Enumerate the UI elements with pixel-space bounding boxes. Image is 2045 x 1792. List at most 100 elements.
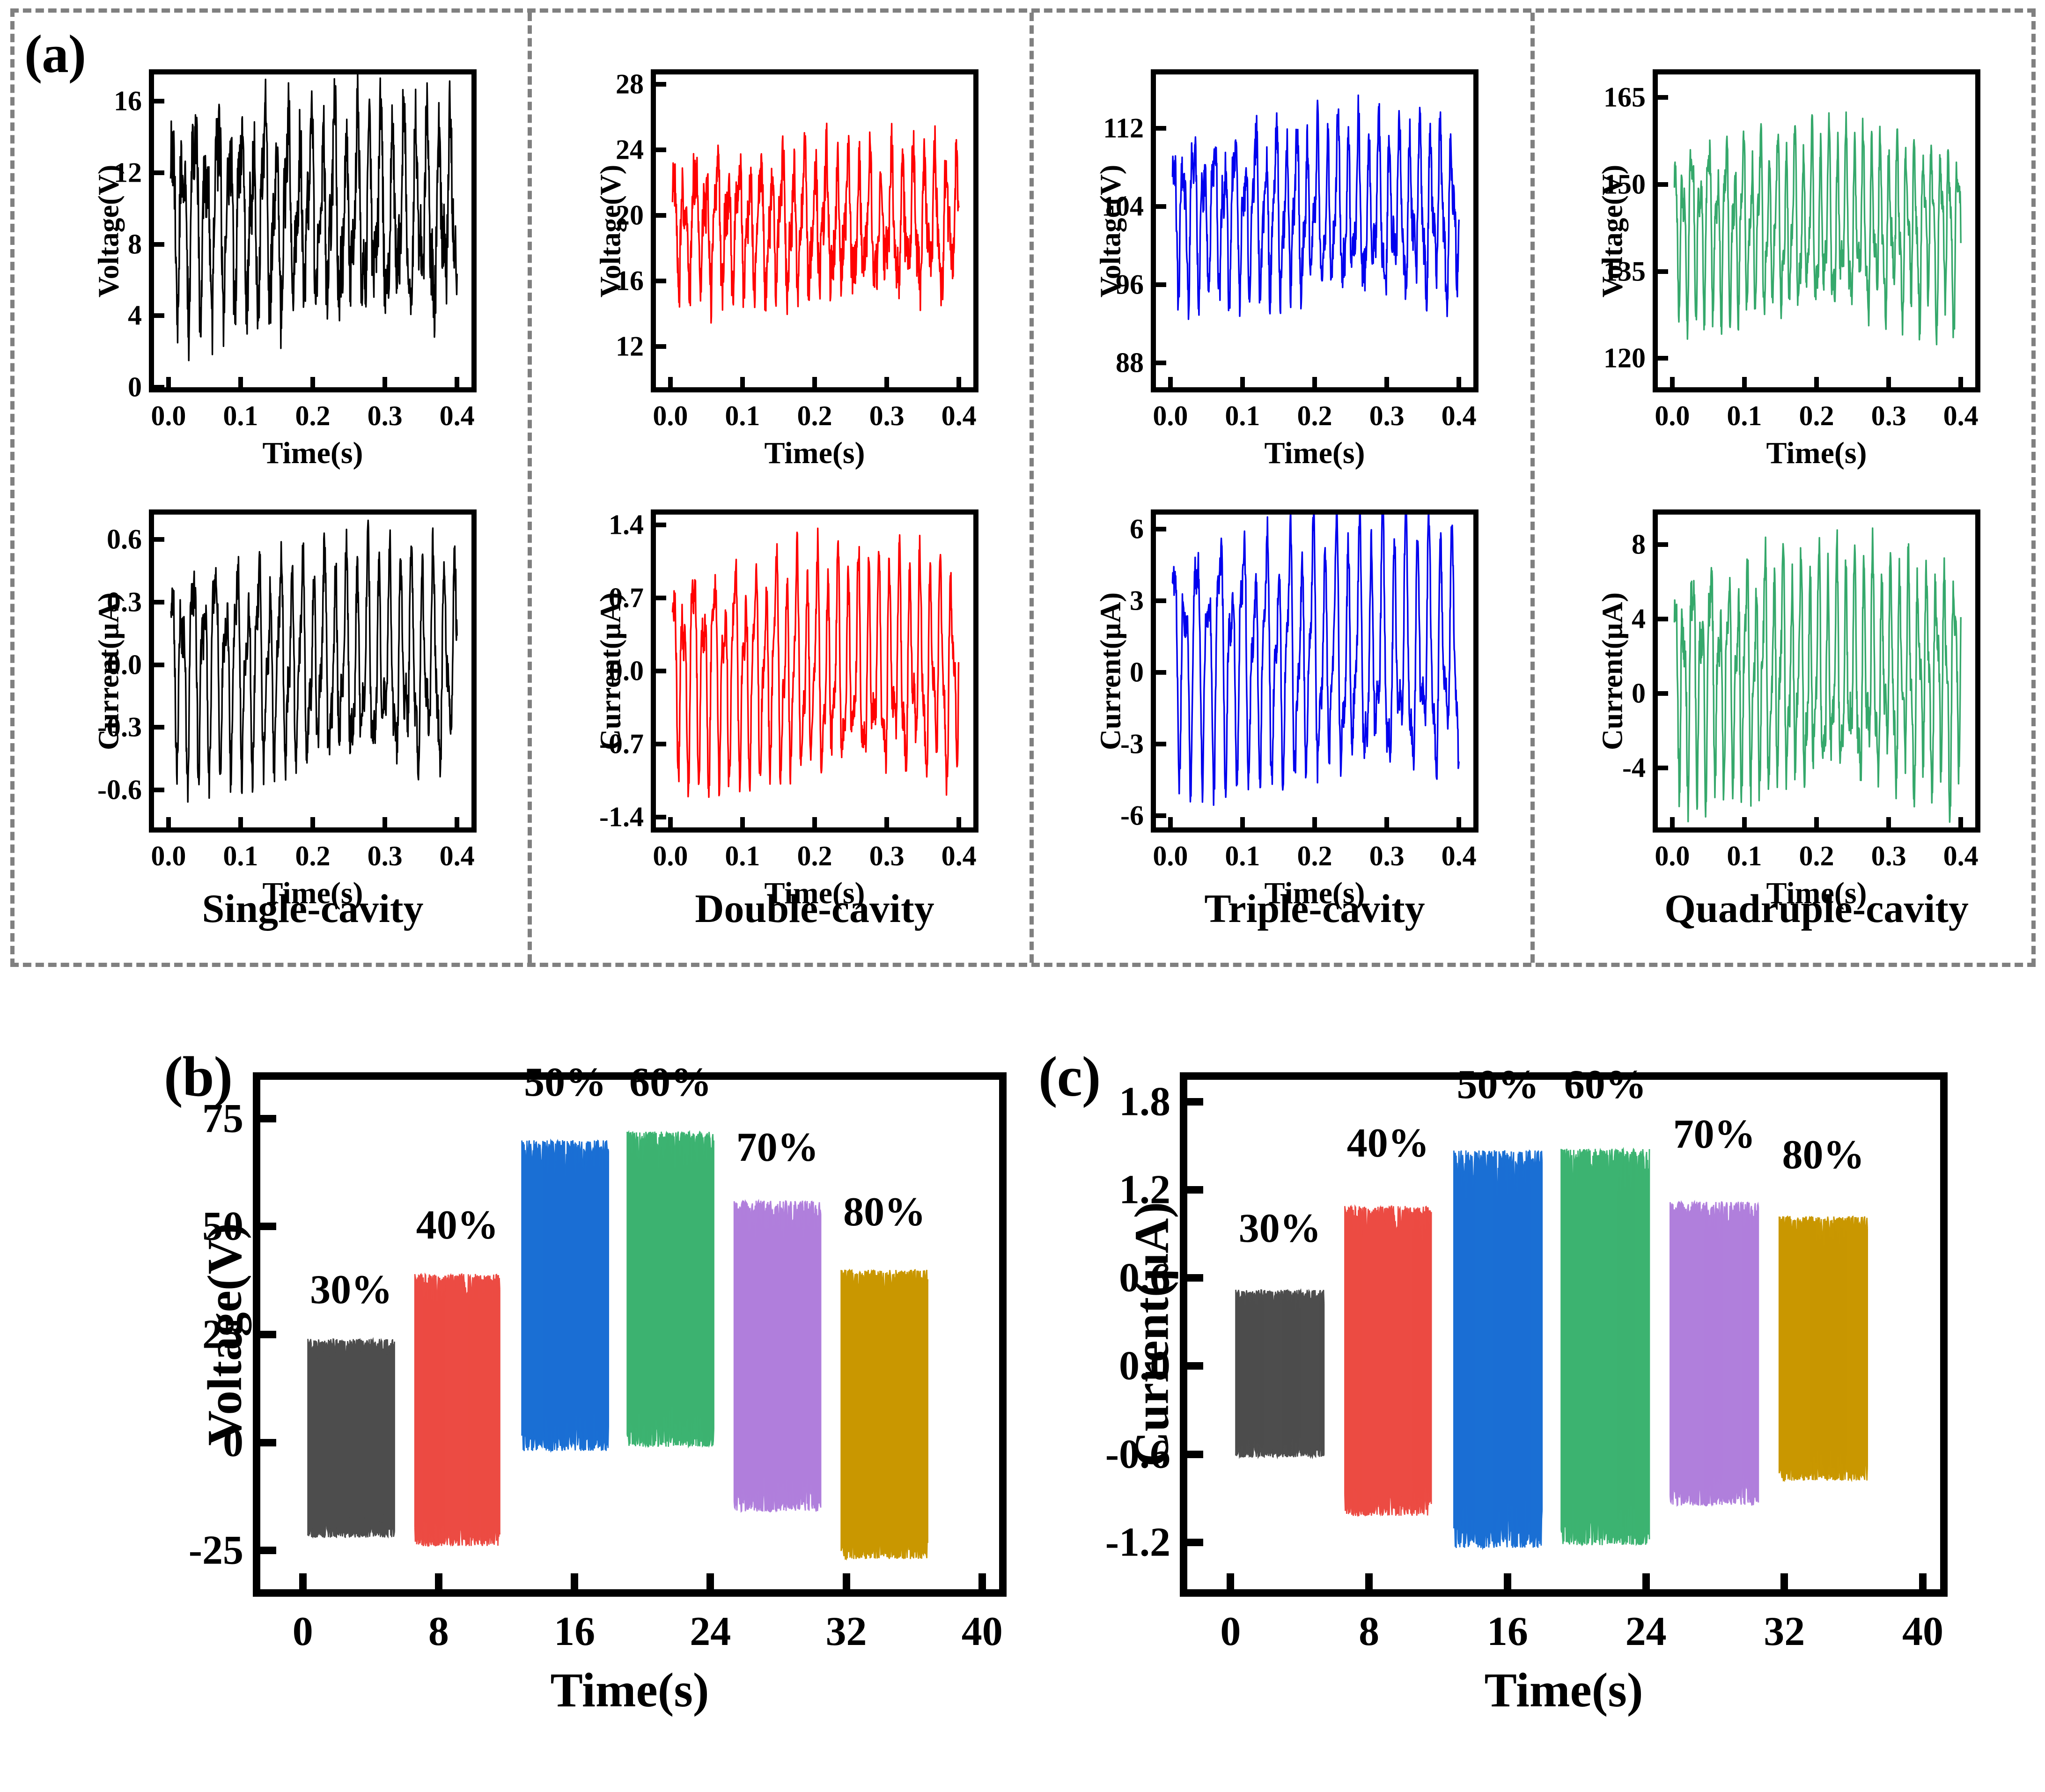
y-tick-label: 28 <box>616 68 644 100</box>
x-tick-mark <box>668 817 673 827</box>
x-tick-label: 0.4 <box>439 400 475 431</box>
y-tick-mark <box>1156 598 1166 603</box>
y-tick-mark <box>1156 670 1166 675</box>
x-tick-mark <box>842 1573 850 1589</box>
y-tick-mark <box>154 662 164 667</box>
y-tick-label: 96 <box>1116 269 1144 300</box>
x-tick-mark <box>884 377 890 387</box>
x-tick-mark <box>455 377 460 387</box>
burst-label: 30% <box>310 1267 393 1313</box>
burst-label: 70% <box>736 1124 819 1170</box>
x-tick-label: 32 <box>825 1609 867 1654</box>
y-tick-label: 25 <box>202 1312 243 1357</box>
x-tick-mark <box>812 377 817 387</box>
y-tick-label: 0.0 <box>609 655 644 686</box>
x-tick-label: 8 <box>1359 1609 1380 1654</box>
y-tick-label: 150 <box>1604 169 1646 200</box>
x-tick-label: 0.2 <box>1297 400 1332 431</box>
y-tick-mark <box>154 600 164 605</box>
x-tick-mark <box>1312 377 1317 387</box>
x-tick-mark <box>1742 817 1747 827</box>
x-axis-title: Time(s) <box>262 436 363 470</box>
y-tick-label: 16 <box>616 265 644 296</box>
x-tick-mark <box>299 1573 307 1589</box>
x-axis-title: Time(s) <box>1766 876 1867 910</box>
x-tick-label: 32 <box>1764 1609 1805 1654</box>
y-tick-label: 1.4 <box>609 509 644 540</box>
x-tick-label: 16 <box>1486 1609 1528 1654</box>
y-tick-mark <box>656 814 666 819</box>
y-tick-label: 0.3 <box>107 586 142 618</box>
x-tick-label: 0.0 <box>1655 841 1690 871</box>
x-tick-label: 0.2 <box>295 841 331 871</box>
plot-area <box>1180 1072 1948 1597</box>
x-tick-mark <box>1670 377 1675 387</box>
x-tick-label: 0.2 <box>797 400 832 431</box>
y-tick-mark <box>1658 269 1668 274</box>
y-tick-label: 112 <box>1103 112 1144 144</box>
x-tick-mark <box>706 1573 714 1589</box>
x-tick-mark <box>812 817 817 827</box>
x-axis-title: Time(s) <box>764 876 865 910</box>
x-tick-label: 0.4 <box>1943 841 1979 871</box>
panel-a-separator-3 <box>1530 13 1535 963</box>
x-tick-label: 0.3 <box>1871 400 1906 431</box>
y-tick-label: 8 <box>1632 529 1646 560</box>
x-tick-mark <box>571 1573 579 1589</box>
y-tick-label: 12 <box>114 157 142 188</box>
x-axis-title: Time(s) <box>764 436 865 470</box>
x-tick-label: 0.4 <box>941 841 977 871</box>
x-tick-label: 0.2 <box>295 400 331 431</box>
y-tick-mark <box>154 725 164 730</box>
x-tick-label: 40 <box>1902 1609 1944 1654</box>
y-tick-mark <box>1658 542 1668 547</box>
x-tick-mark <box>1457 817 1462 827</box>
x-tick-mark <box>1457 377 1462 387</box>
x-tick-mark <box>238 377 243 387</box>
x-tick-label: 0.0 <box>151 841 186 871</box>
y-tick-label: -1.2 <box>1105 1519 1170 1565</box>
panel-a-dashed-box <box>10 8 2036 967</box>
x-tick-mark <box>166 377 171 387</box>
y-tick-mark <box>656 596 666 601</box>
y-tick-mark <box>154 99 164 104</box>
x-tick-label: 0.4 <box>1441 841 1477 871</box>
y-tick-label: 12 <box>616 331 644 362</box>
x-tick-label: 0.4 <box>439 841 475 871</box>
y-tick-label: 88 <box>1116 347 1144 378</box>
x-tick-mark <box>238 817 243 827</box>
y-tick-mark <box>154 385 164 390</box>
x-tick-mark <box>956 817 962 827</box>
x-tick-mark <box>1814 817 1819 827</box>
y-tick-label: 8 <box>128 229 142 260</box>
x-tick-label: 0.1 <box>725 400 760 431</box>
x-tick-mark <box>1384 817 1390 827</box>
x-tick-label: 0.0 <box>1153 841 1188 871</box>
x-tick-mark <box>310 817 315 827</box>
x-tick-mark <box>310 377 315 387</box>
y-tick-label: 16 <box>114 85 142 117</box>
y-tick-label: -0.6 <box>97 774 142 805</box>
y-tick-label: 1.8 <box>1119 1079 1170 1125</box>
y-tick-mark <box>1187 1186 1203 1194</box>
y-tick-label: 20 <box>616 199 644 231</box>
x-tick-label: 0.3 <box>367 400 403 431</box>
y-tick-label: 75 <box>202 1096 243 1142</box>
x-tick-label: 0.0 <box>1655 400 1690 431</box>
burst-label: 60% <box>1564 1062 1647 1107</box>
x-tick-mark <box>455 817 460 827</box>
y-tick-mark <box>260 1331 276 1338</box>
x-tick-mark <box>1642 1573 1650 1589</box>
x-tick-mark <box>740 377 745 387</box>
panel-c-label: (c) <box>1038 1045 1101 1108</box>
y-tick-label: 0.0 <box>1119 1343 1170 1389</box>
y-tick-label: 0 <box>223 1420 243 1465</box>
x-tick-label: 0.3 <box>1871 841 1906 871</box>
y-tick-label: -0.3 <box>97 711 142 743</box>
y-tick-mark <box>1658 182 1668 187</box>
y-tick-label: 0 <box>1632 678 1646 709</box>
x-tick-label: 0.0 <box>151 400 186 431</box>
